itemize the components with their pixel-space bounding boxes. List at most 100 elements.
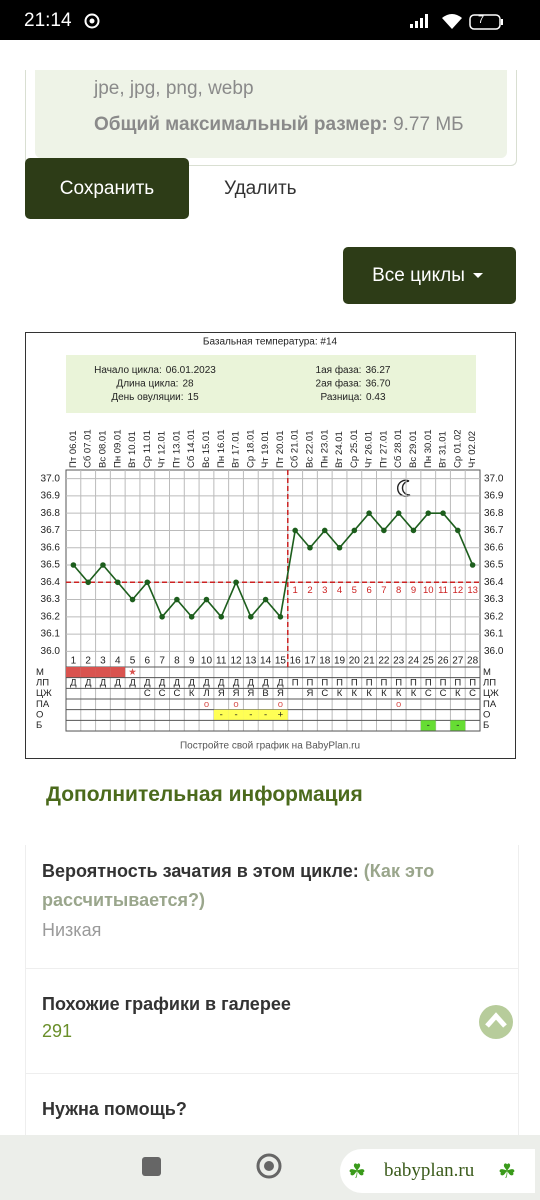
row-label-right: ПА [483,699,497,710]
table-highlight [80,667,96,678]
table-cell: К [189,688,195,699]
temperature-point [70,562,77,568]
gallery-label: Похожие графики в галерее [42,994,291,1014]
temperature-point [395,510,402,516]
info-value: 36.70 [365,378,390,389]
table-cell: П [395,678,402,689]
date-label: Пн 09.01 [112,430,123,469]
table-cell: К [396,688,402,699]
save-button[interactable]: Сохранить [25,158,189,219]
max-size-label: Общий максимальный размер: [94,114,388,135]
table-cell: о [233,699,238,710]
extra-heading: Дополнительная информация [46,783,363,806]
table-highlight [420,720,436,732]
table-cell: С [321,688,328,699]
phase2-day: 4 [337,585,342,596]
x-tick-label: 8 [174,656,180,667]
clover: ☘ [498,1161,516,1183]
date-label: Ср 25.01 [349,429,360,468]
temperature-point [233,579,239,586]
info-item: 1ая фаза: 36.27 [316,364,391,376]
chart-title: Базальная температура: #14 [203,337,338,348]
table-cell: Я [218,688,225,699]
y-tick-label: 36.1 [41,629,61,640]
upload-card: jpe, jpg, png, webp Общий максимальный р… [25,70,517,166]
date-label: Пн 30.01 [423,430,434,469]
scroll-top-button[interactable] [478,1004,514,1040]
date-label: Вс 29.01 [408,431,419,469]
x-tick-label: 3 [100,656,106,667]
date-label: Пт 13.01 [171,430,182,468]
table-cell: С [173,688,180,699]
y-tick-label-right: 36.3 [484,594,504,605]
date-label: Вс 15.01 [201,431,212,469]
table-cell: Д [233,678,240,689]
table-cell: Д [188,678,195,689]
phase2-day: 12 [453,585,464,596]
table-highlight [273,709,288,721]
x-tick-label: 25 [423,656,435,667]
temperature-point [159,614,165,620]
date-label: Сб 21.01 [290,429,301,468]
table-cell: П [292,678,299,689]
phase2-day: 7 [381,585,386,596]
x-tick-label: 26 [437,656,449,667]
table-highlight [228,709,244,721]
table-cell: П [336,678,343,689]
date-label: Сб 28.01 [393,429,404,468]
temperature-point [188,614,195,620]
x-tick-label: 22 [378,656,390,667]
row-label-right: ЛП [483,678,496,689]
phase2-day: 9 [411,585,416,596]
delete-button[interactable]: Удалить [224,178,297,199]
row-label: ЦЖ [36,688,52,699]
table-cell: С [425,688,432,699]
date-label: Чт 12.01 [157,431,168,468]
x-tick-label: 21 [364,656,376,667]
table-cell: П [380,678,387,689]
temperature-point [144,579,151,586]
phase2-day: 6 [366,585,371,596]
x-tick-label: 1 [71,656,77,667]
date-label: Пн 23.01 [319,430,330,469]
home-button[interactable] [256,1153,282,1179]
date-label: Чт 26.01 [364,431,375,468]
temperature-point [85,579,91,586]
phase2-day: 1 [293,585,298,596]
info-value: 06.01.2023 [166,365,216,376]
table-highlight [243,709,259,721]
date-label: Чт 02.02 [467,431,478,468]
date-label: Ср 01.02 [452,429,463,468]
row-label-right: ЦЖ [483,688,499,699]
table-highlight [213,709,229,721]
status-bar: 21:14 7 [0,0,540,40]
how-link[interactable]: (Как это рассчитывается?) [42,861,435,910]
table-cell: Д [85,678,92,689]
max-size: Общий максимальный размер: 9.77 МБ [94,114,464,136]
recent-button[interactable] [142,1157,161,1176]
y-tick-label-right: 37.0 [484,473,504,484]
phase2-day: 5 [352,585,357,596]
date-label: Пн 16.01 [216,430,227,469]
all-cycles-button[interactable]: Все циклы [343,247,516,304]
temperature-point [292,527,298,534]
info-value: 36.27 [365,365,390,376]
table-cell: Д [218,678,225,689]
row-label-right: Б [483,720,489,731]
info-label: День овуляции: [111,392,183,403]
temperature-point [100,562,106,568]
table-cell: Д [100,678,107,689]
table-cell: К [411,688,417,699]
x-tick-label: 27 [452,656,464,667]
x-tick-label: 19 [334,656,346,667]
gallery-item[interactable]: Похожие графики в галерее 291 [42,990,291,1042]
info-label: Длина цикла: [116,378,178,389]
date-label: Вс 08.01 [97,431,108,469]
table-cell: К [455,688,461,699]
date-label: Вт 31.01 [438,431,449,468]
table-cell: - [456,720,459,731]
date-label: Ср 11.01 [142,430,153,468]
phase2-day: 3 [322,585,327,596]
info-value: 0.43 [366,392,386,403]
conception-item: Вероятность зачатия в этом цикле: (Как э… [42,857,502,941]
